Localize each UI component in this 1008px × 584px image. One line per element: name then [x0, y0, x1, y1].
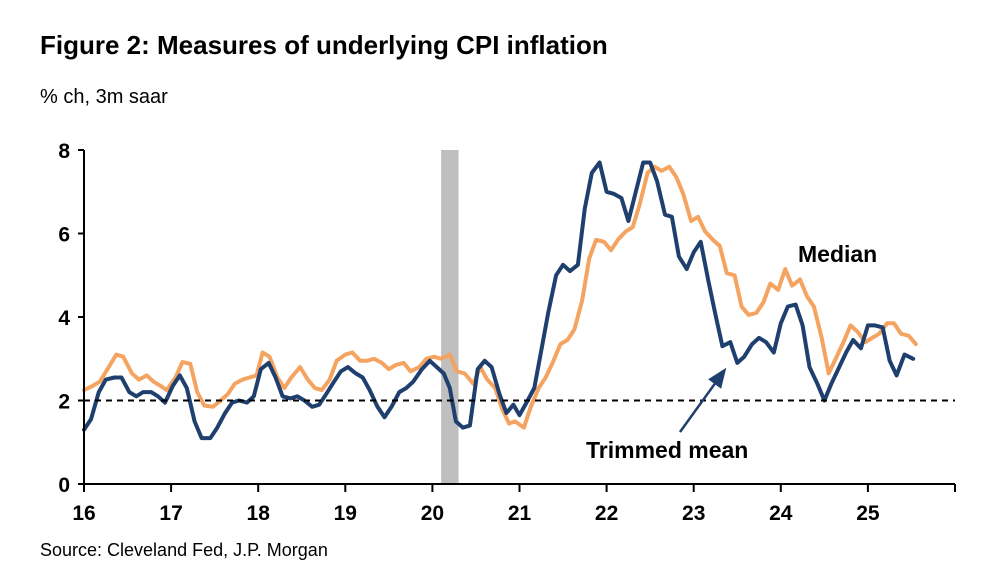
x-tick-label: 16: [72, 502, 95, 525]
x-tick-label: 21: [508, 502, 532, 525]
x-tick-label: 22: [595, 502, 618, 525]
y-tick-label: 0: [58, 474, 70, 497]
series-line-median: [82, 164, 918, 430]
median-annotation: Median: [798, 241, 877, 267]
x-tick-label: 19: [334, 502, 357, 525]
series-line-trimmed-mean: [82, 160, 916, 441]
x-tick-label: 24: [769, 502, 793, 525]
x-tick-label: 18: [247, 502, 271, 525]
x-tick-label: 23: [682, 502, 705, 525]
x-tick-label: 25: [856, 502, 880, 525]
recession-shading: [441, 150, 459, 484]
y-tick-label: 4: [58, 307, 70, 330]
annotations: Median Trimmed mean: [586, 241, 877, 463]
y-tick-label: 2: [58, 391, 70, 414]
chart-subtitle: % ch, 3m saar: [40, 86, 168, 108]
y-tick-label: 6: [58, 224, 70, 247]
trimmed-mean-arrowhead: [708, 367, 727, 389]
trimmed-mean-annotation: Trimmed mean: [586, 437, 748, 463]
chart-title: Figure 2: Measures of underlying CPI inf…: [40, 30, 608, 60]
series-layer: [82, 160, 918, 441]
y-tick-label: 8: [58, 140, 70, 163]
x-tick-label: 20: [421, 502, 444, 525]
x-tick-label: 17: [159, 502, 182, 525]
chart-source: Source: Cleveland Fed, J.P. Morgan: [40, 540, 328, 560]
